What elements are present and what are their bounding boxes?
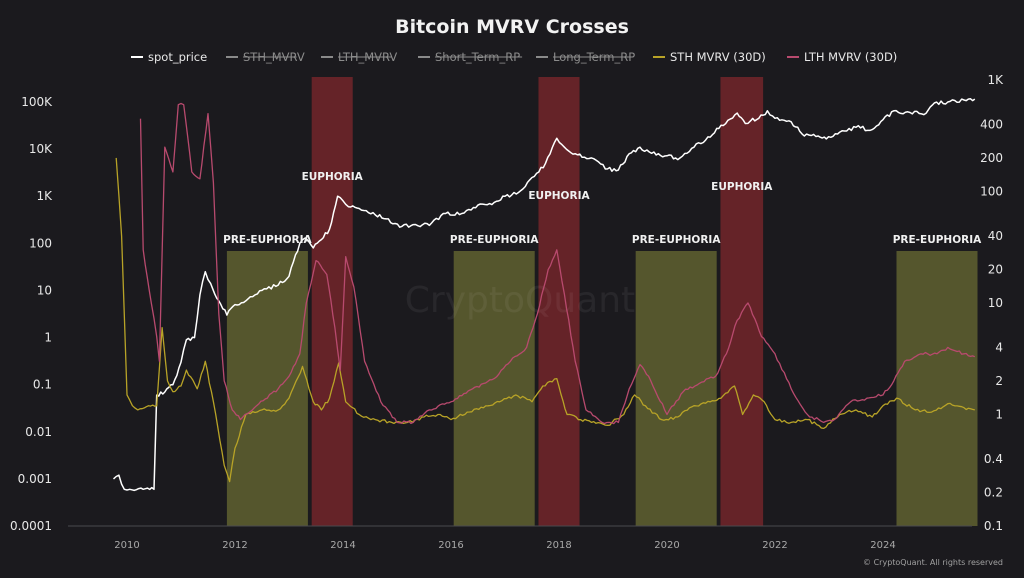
axes: 0.0001 0.001 0.01 0.1 1 10 100 1K 10K 100K 0.1 0.2 0… [10, 73, 1004, 551]
period-bands [226, 77, 978, 526]
y-left-tick-label: 100 [29, 236, 52, 250]
y-right-tick-label: 10 [988, 296, 1003, 310]
legend-item-short-term-rp[interactable]: Short_Term_RP [418, 50, 523, 64]
pre-euphoria-label-0: PRE-EUPHORIA [223, 234, 312, 246]
legend-label: spot_price [148, 50, 207, 64]
pre-euphoria-band-6 [896, 251, 978, 526]
y-right-tick-label: 0.2 [984, 485, 1003, 499]
pre-euphoria-band-4 [635, 251, 717, 526]
legend-label: STH MVRV (30D) [670, 50, 766, 64]
x-tick-label: 2022 [762, 540, 787, 551]
legend-item-spot-price[interactable]: spot_price [131, 50, 207, 64]
y-right-tick-label: 2 [995, 374, 1003, 388]
y-right-tick-label: 1K [987, 73, 1004, 87]
watermark: CryptoQuant [405, 280, 635, 321]
series-line-lth-mvrv-30d- [139, 102, 976, 425]
x-tick-label: 2012 [222, 540, 247, 551]
legend-item-sth-mvrv-30d-[interactable]: STH MVRV (30D) [653, 50, 766, 64]
euphoria-band-5 [720, 77, 764, 526]
pre-euphoria-band-0 [226, 251, 308, 526]
legend-item-sth-mvrv[interactable]: STH_MVRV [226, 50, 305, 64]
y-left-tick-label: 0.001 [18, 472, 52, 486]
y-left-tick-label: 1K [36, 189, 53, 203]
legend-label: LTH MVRV (30D) [804, 50, 897, 64]
legend: spot_price STH_MVRV LTH_MVRV Short_Term_RP L… [131, 50, 897, 64]
pre-euphoria-label-6: PRE-EUPHORIA [893, 234, 982, 246]
x-tick-label: 2010 [114, 540, 139, 551]
x-tick-label: 2018 [546, 540, 571, 551]
x-tick-label: 2016 [438, 540, 463, 551]
y-right-tick-label: 0.1 [984, 519, 1003, 533]
y-left-tick-label: 100K [21, 95, 53, 109]
y-right-tick-label: 100 [980, 185, 1003, 199]
legend-item-lth-mvrv[interactable]: LTH_MVRV [321, 50, 397, 64]
y-right-tick-label: 200 [980, 151, 1003, 165]
y-left-tick-label: 10 [37, 283, 52, 297]
euphoria-label-5: EUPHORIA [711, 181, 773, 193]
copyright-footer: © CryptoQuant. All rights reserved [863, 558, 1003, 567]
chart-title: Bitcoin MVRV Crosses [395, 16, 629, 38]
y-left-tick-label: 1 [44, 331, 52, 345]
euphoria-band-1 [311, 77, 353, 526]
series-line-sth-mvrv-30d- [115, 157, 975, 483]
y-left-tick-label: 0.1 [33, 378, 52, 392]
y-left-tick-label: 0.0001 [10, 519, 52, 533]
euphoria-label-1: EUPHORIA [302, 171, 364, 183]
y-left-tick-label: 0.01 [25, 425, 52, 439]
y-right-tick-label: 20 [988, 262, 1003, 276]
y-right-tick-label: 400 [980, 117, 1003, 131]
band-labels: PRE-EUPHORIA EUPHORIA PRE-EUPHORIA EUPHORIA… [223, 171, 982, 246]
legend-item-long-term-rp[interactable]: Long_Term_RP [536, 50, 635, 64]
y-right-tick-label: 4 [995, 340, 1003, 354]
x-tick-label: 2014 [330, 540, 355, 551]
euphoria-band-3 [538, 77, 580, 526]
legend-item-lth-mvrv-30d-[interactable]: LTH MVRV (30D) [787, 50, 897, 64]
x-tick-label: 2024 [870, 540, 895, 551]
euphoria-label-3: EUPHORIA [528, 190, 590, 202]
y-right-tick-label: 40 [988, 229, 1003, 243]
pre-euphoria-label-2: PRE-EUPHORIA [450, 234, 539, 246]
y-left-tick-label: 10K [29, 142, 53, 156]
pre-euphoria-label-4: PRE-EUPHORIA [632, 234, 721, 246]
y-right-tick-label: 0.4 [984, 452, 1003, 466]
x-tick-label: 2020 [654, 540, 679, 551]
series-line-spot-price [113, 98, 976, 492]
y-right-tick-label: 1 [995, 408, 1003, 422]
series-lines [113, 98, 976, 492]
pre-euphoria-band-2 [453, 251, 535, 526]
